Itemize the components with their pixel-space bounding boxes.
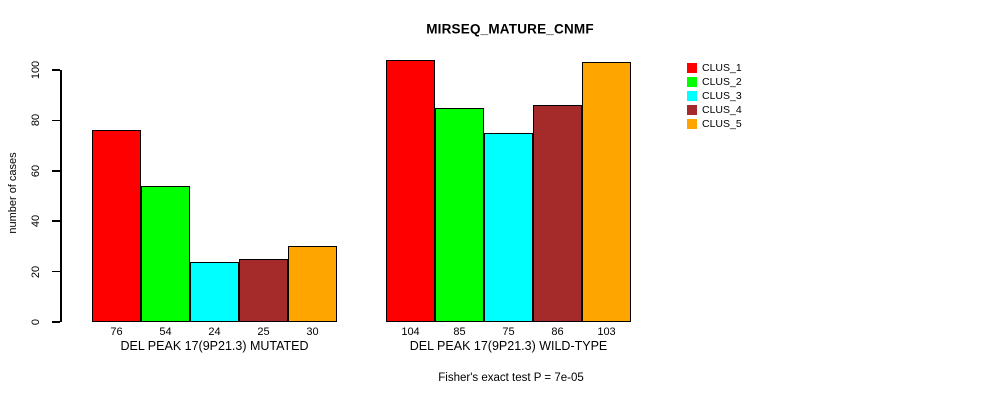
y-tick-label: 80 xyxy=(30,114,42,127)
chart-title: MIRSEQ_MATURE_CNMF xyxy=(426,21,594,37)
legend-label: CLUS_5 xyxy=(702,118,742,130)
bar xyxy=(435,108,484,322)
bar-value-label: 54 xyxy=(159,326,172,338)
legend-swatch xyxy=(687,119,697,130)
legend-label: CLUS_2 xyxy=(702,76,742,88)
bar-value-label: 75 xyxy=(502,326,515,338)
y-axis-tick xyxy=(52,321,60,323)
legend-row: CLUS_4 xyxy=(687,105,742,116)
y-tick-label: 20 xyxy=(30,265,42,278)
bar xyxy=(190,262,239,322)
bar xyxy=(92,130,141,322)
bar xyxy=(533,105,582,322)
y-tick-label: 0 xyxy=(30,318,42,326)
y-axis-line xyxy=(60,70,62,322)
legend-row: CLUS_1 xyxy=(687,63,742,74)
bar-value-label: 76 xyxy=(110,326,123,338)
bar xyxy=(239,259,288,322)
bar-value-label: 24 xyxy=(208,326,221,338)
bar-value-label: 85 xyxy=(453,326,466,338)
bar-value-label: 104 xyxy=(401,326,420,338)
y-tick-label: 100 xyxy=(30,60,42,80)
legend-row: CLUS_5 xyxy=(687,119,742,130)
y-tick-label: 60 xyxy=(30,164,42,177)
bar-value-label: 25 xyxy=(257,326,270,338)
bar-value-label: 30 xyxy=(306,326,319,338)
y-axis-tick xyxy=(52,170,60,172)
y-axis-tick xyxy=(52,270,60,273)
legend-swatch xyxy=(687,105,697,116)
bar xyxy=(582,62,631,322)
y-axis-tick xyxy=(52,119,60,122)
bar-value-label: 86 xyxy=(551,326,564,338)
legend-label: CLUS_3 xyxy=(702,90,742,102)
bar xyxy=(288,246,337,322)
bar-value-label: 103 xyxy=(597,326,616,338)
group-label: DEL PEAK 17(9P21.3) WILD-TYPE xyxy=(409,339,608,353)
legend-label: CLUS_4 xyxy=(702,104,742,116)
legend-row: CLUS_2 xyxy=(687,77,742,88)
y-axis-tick xyxy=(52,220,60,222)
legend-label: CLUS_1 xyxy=(702,62,742,74)
bar xyxy=(141,186,190,322)
legend-swatch xyxy=(687,91,697,102)
bar xyxy=(484,133,533,322)
legend-swatch xyxy=(687,77,697,88)
y-axis-tick xyxy=(52,69,60,71)
bar xyxy=(386,60,435,322)
y-tick-label: 40 xyxy=(30,215,42,228)
legend-row: CLUS_3 xyxy=(687,91,742,102)
y-axis-label: number of cases xyxy=(7,152,19,234)
group-label: DEL PEAK 17(9P21.3) MUTATED xyxy=(120,339,309,353)
legend: CLUS_1 CLUS_2 CLUS_3 CLUS_4 CLUS_5 xyxy=(687,63,742,130)
legend-swatch xyxy=(687,63,697,74)
annotation-text: Fisher's exact test P = 7e-05 xyxy=(438,372,584,384)
